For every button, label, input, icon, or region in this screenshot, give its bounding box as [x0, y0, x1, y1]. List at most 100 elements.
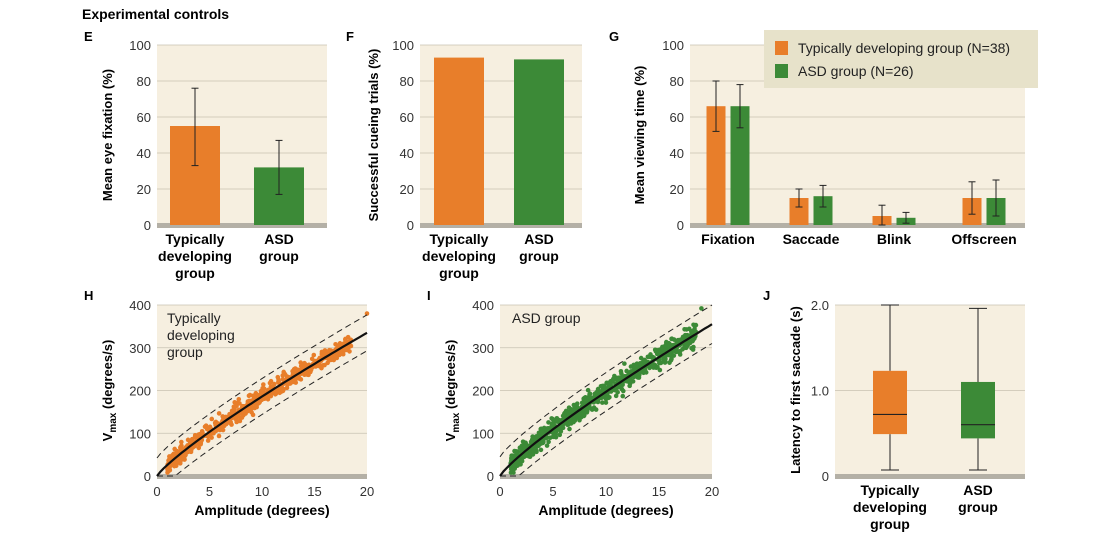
panel-h-x-axis-label: Amplitude (degrees) [194, 502, 329, 518]
panel-h-point [249, 409, 254, 415]
panel-h-x-tick-label: 0 [153, 484, 160, 499]
panel-h-fit-line [156, 331, 368, 477]
panel-i-point [692, 323, 698, 329]
panel-g-baseline [690, 223, 1025, 228]
panel-f-baseline [420, 223, 582, 228]
panel-h-x-tick-label: 15 [307, 484, 321, 499]
panel-i-y-axis-label-sub: max [451, 412, 462, 432]
panel-f-y-tick-label: 60 [400, 110, 414, 125]
panel-i-points [508, 306, 704, 475]
panel-i-y-tick-label: 200 [472, 384, 494, 399]
panel-h-point [199, 428, 205, 434]
panel-i-point [677, 348, 683, 354]
panel-i-point [561, 412, 567, 418]
panel-h-point [272, 391, 278, 397]
panel-i-point [671, 337, 677, 342]
panel-i-point [650, 363, 656, 369]
panel-i-point [570, 419, 576, 425]
panel-e-y-tick-label: 0 [144, 218, 151, 233]
panel-i-point [546, 420, 551, 425]
panel-h-point [311, 352, 317, 358]
panel-i-point [577, 417, 582, 423]
panel-h-point [347, 349, 352, 354]
panel-f-y-tick-label: 100 [392, 38, 414, 53]
panel-e-baseline [157, 223, 327, 228]
panel-i-point [662, 359, 668, 364]
panel-i-point [689, 329, 694, 334]
panel-i-point [612, 387, 617, 393]
panel-h-x-tick-label: 20 [360, 484, 374, 499]
panel-h-point [325, 360, 330, 366]
panel-i-point [687, 338, 693, 344]
panel-f-y-tick-label: 80 [400, 74, 414, 89]
panel-i-point [601, 387, 606, 392]
panel-i-point [667, 360, 672, 365]
panel-i-point [645, 354, 651, 360]
panel-i-point [544, 443, 550, 448]
panel-i-point [650, 354, 655, 360]
panel-g-bar [813, 196, 833, 225]
panel-h-point [183, 452, 188, 458]
panel-h-annotation: developing [167, 327, 235, 343]
panel-i-point [532, 445, 537, 450]
panel-i-point [546, 439, 551, 445]
panel-h-point [196, 445, 202, 451]
panel-i-fit-line [499, 323, 713, 477]
panel-i-point [587, 391, 593, 397]
panel-h-point [203, 423, 209, 428]
panel-h-point [179, 443, 184, 449]
panel-f-category-label: Typically [430, 231, 489, 247]
panel-j-category-label: Typically [861, 482, 920, 498]
panel-i-point [544, 427, 549, 433]
panel-i-x-tick-label: 10 [599, 484, 613, 499]
panel-i-point [613, 393, 619, 399]
panel-h-point [303, 363, 308, 369]
panel-i-point [595, 399, 601, 405]
panel-h-point [304, 372, 310, 377]
panel-i-point [601, 383, 607, 389]
panel-i-point [554, 419, 559, 424]
panel-i-y-tick-label: 100 [472, 426, 494, 441]
panel-e-category-label: ASD [264, 231, 294, 247]
panel-i-point [692, 336, 697, 341]
panel-h-x-tick-label: 5 [206, 484, 213, 499]
panel-h-point [213, 428, 219, 434]
panel-e-category-label: developing [158, 248, 232, 264]
panel-i-y-axis-label-main: V [443, 432, 458, 441]
panel-i-x-tick-label: 20 [705, 484, 719, 499]
panel-i-label: I [427, 288, 431, 303]
panel-i-x-axis-label: Amplitude (degrees) [538, 502, 673, 518]
panel-j-y-tick-label: 1.0 [811, 384, 829, 399]
panel-i-point [566, 405, 572, 410]
panel-i-point [642, 360, 647, 366]
panel-g-label: G [609, 29, 619, 44]
panel-h-point [173, 463, 179, 469]
panel-h-label: H [84, 288, 93, 303]
panel-h-point [166, 468, 172, 474]
panel-j-category-label: ASD [963, 482, 993, 498]
panel-h-point [267, 380, 273, 386]
panel-h-point [192, 434, 198, 440]
panel-h-point [196, 432, 201, 437]
panel-i-point [572, 402, 578, 408]
panel-i-point [519, 458, 525, 464]
panel-i-point [677, 352, 683, 357]
panel-g-y-tick-label: 60 [670, 110, 684, 125]
panel-i-point [656, 347, 661, 353]
panel-h-point [281, 369, 287, 375]
panel-i-point [683, 341, 689, 347]
panel-i-point [512, 453, 517, 458]
panel-i-y-tick-label: 300 [472, 341, 494, 356]
panel-f-bar-0 [434, 57, 484, 225]
panel-h-point [237, 418, 243, 424]
panel-g-bar [706, 106, 726, 225]
panel-g-category-label: Saccade [783, 231, 840, 247]
panel-e-y-tick-label: 100 [129, 38, 151, 53]
panel-g-y-axis-label: Mean viewing time (%) [632, 66, 647, 205]
panel-h-point [179, 457, 184, 462]
panel-e-category-label: group [259, 248, 299, 264]
panel-i-point [622, 361, 627, 366]
panel-g-y-tick-label: 80 [670, 74, 684, 89]
panel-h-point [205, 438, 211, 443]
panel-g-category-label: Blink [877, 231, 911, 247]
